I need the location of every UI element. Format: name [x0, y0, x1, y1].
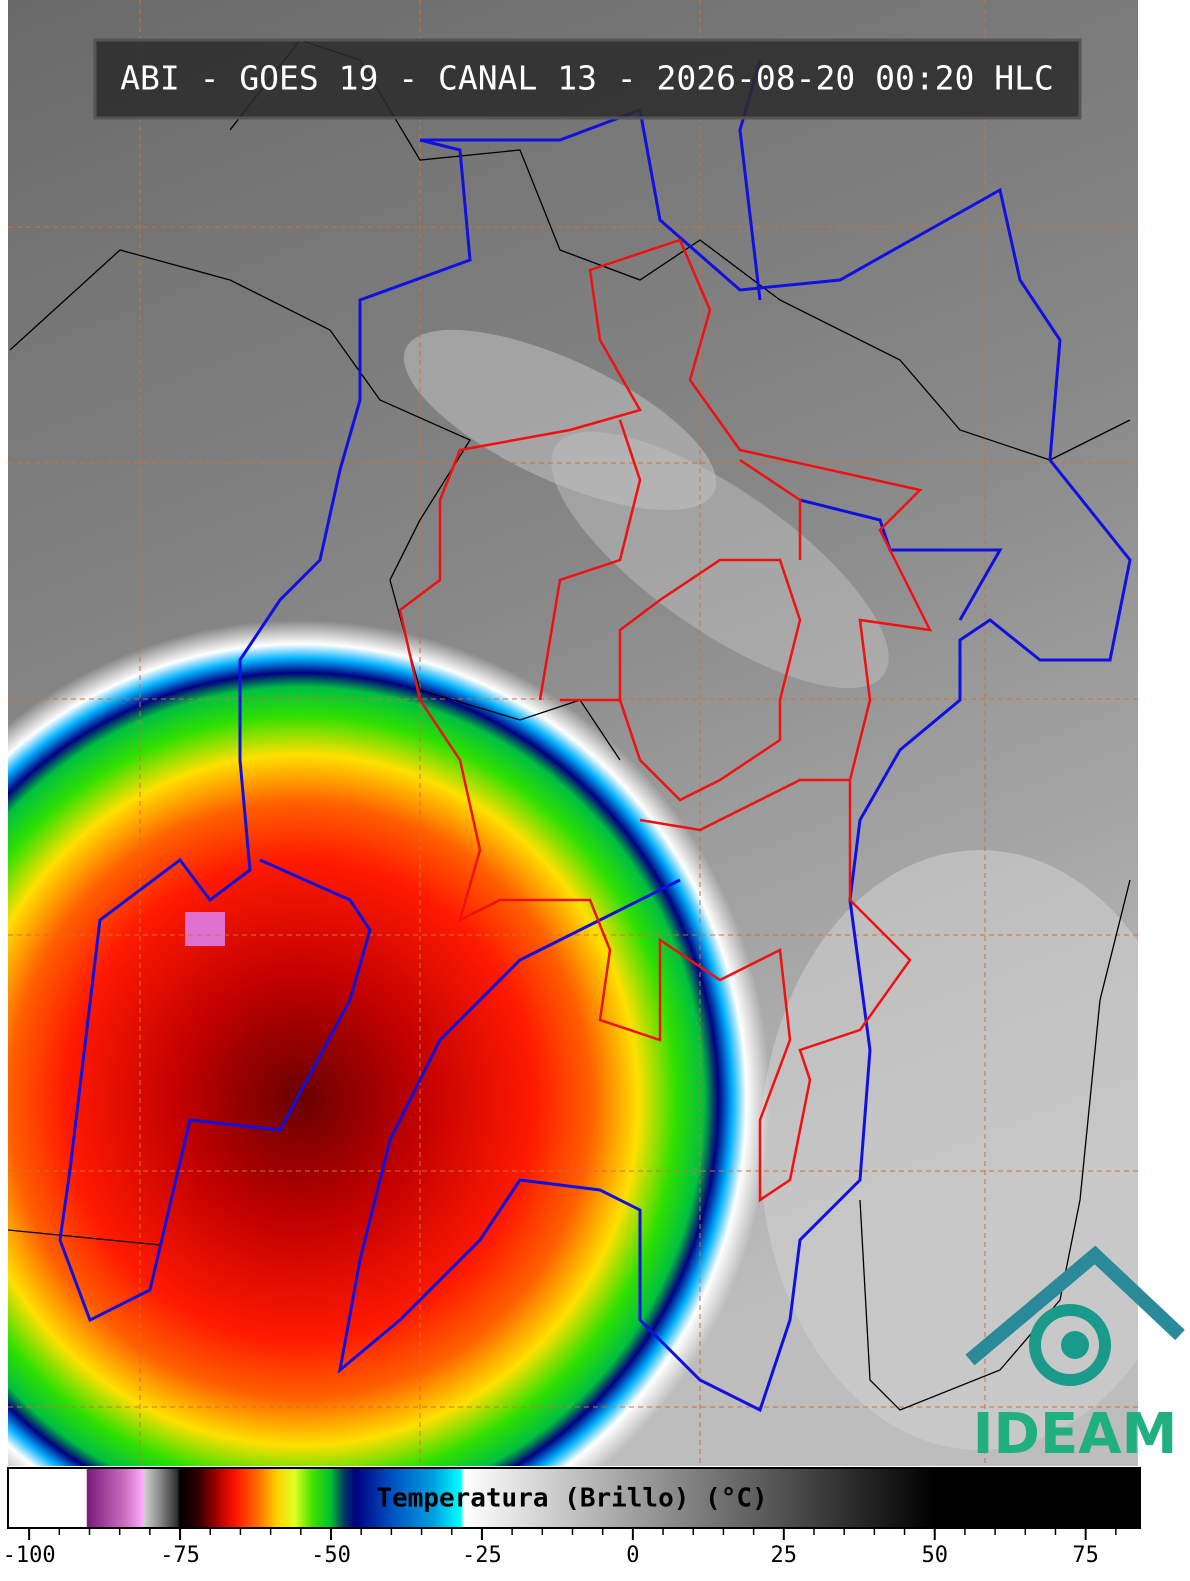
coldest-spot — [185, 912, 225, 946]
logo-roof — [965, 1245, 1185, 1366]
tick-label: 0 — [626, 1543, 639, 1568]
colorbar-bar — [7, 1467, 1141, 1529]
tick-label: -75 — [160, 1543, 200, 1568]
tick-label: -100 — [3, 1543, 56, 1568]
graticule — [8, 0, 1138, 1466]
tick-label: 50 — [921, 1543, 948, 1568]
colorbar-label: Temperatura (Brillo) (°C) — [376, 1484, 767, 1514]
title-box — [93, 38, 1082, 120]
convective-cloud — [8, 620, 770, 1466]
colorbar: Temperatura (Brillo) (°C) -100 -75 -50 -25 0… — [3, 1467, 1141, 1568]
logo-swirl — [1029, 1304, 1111, 1386]
department-borders — [398, 238, 933, 1203]
logo-swirl — [1061, 1331, 1089, 1359]
ideam-logo: IDEAM — [965, 1245, 1185, 1467]
region-borders — [58, 59, 1132, 1413]
tick-label: -25 — [462, 1543, 502, 1568]
tick-label: 75 — [1072, 1543, 1099, 1568]
tick-label: 25 — [771, 1543, 798, 1568]
logo-text: IDEAM — [973, 1402, 1178, 1467]
tick-label: -50 — [311, 1543, 351, 1568]
title: ABI - GOES 19 - CANAL 13 - 2026-08-20 00… — [120, 59, 1054, 98]
